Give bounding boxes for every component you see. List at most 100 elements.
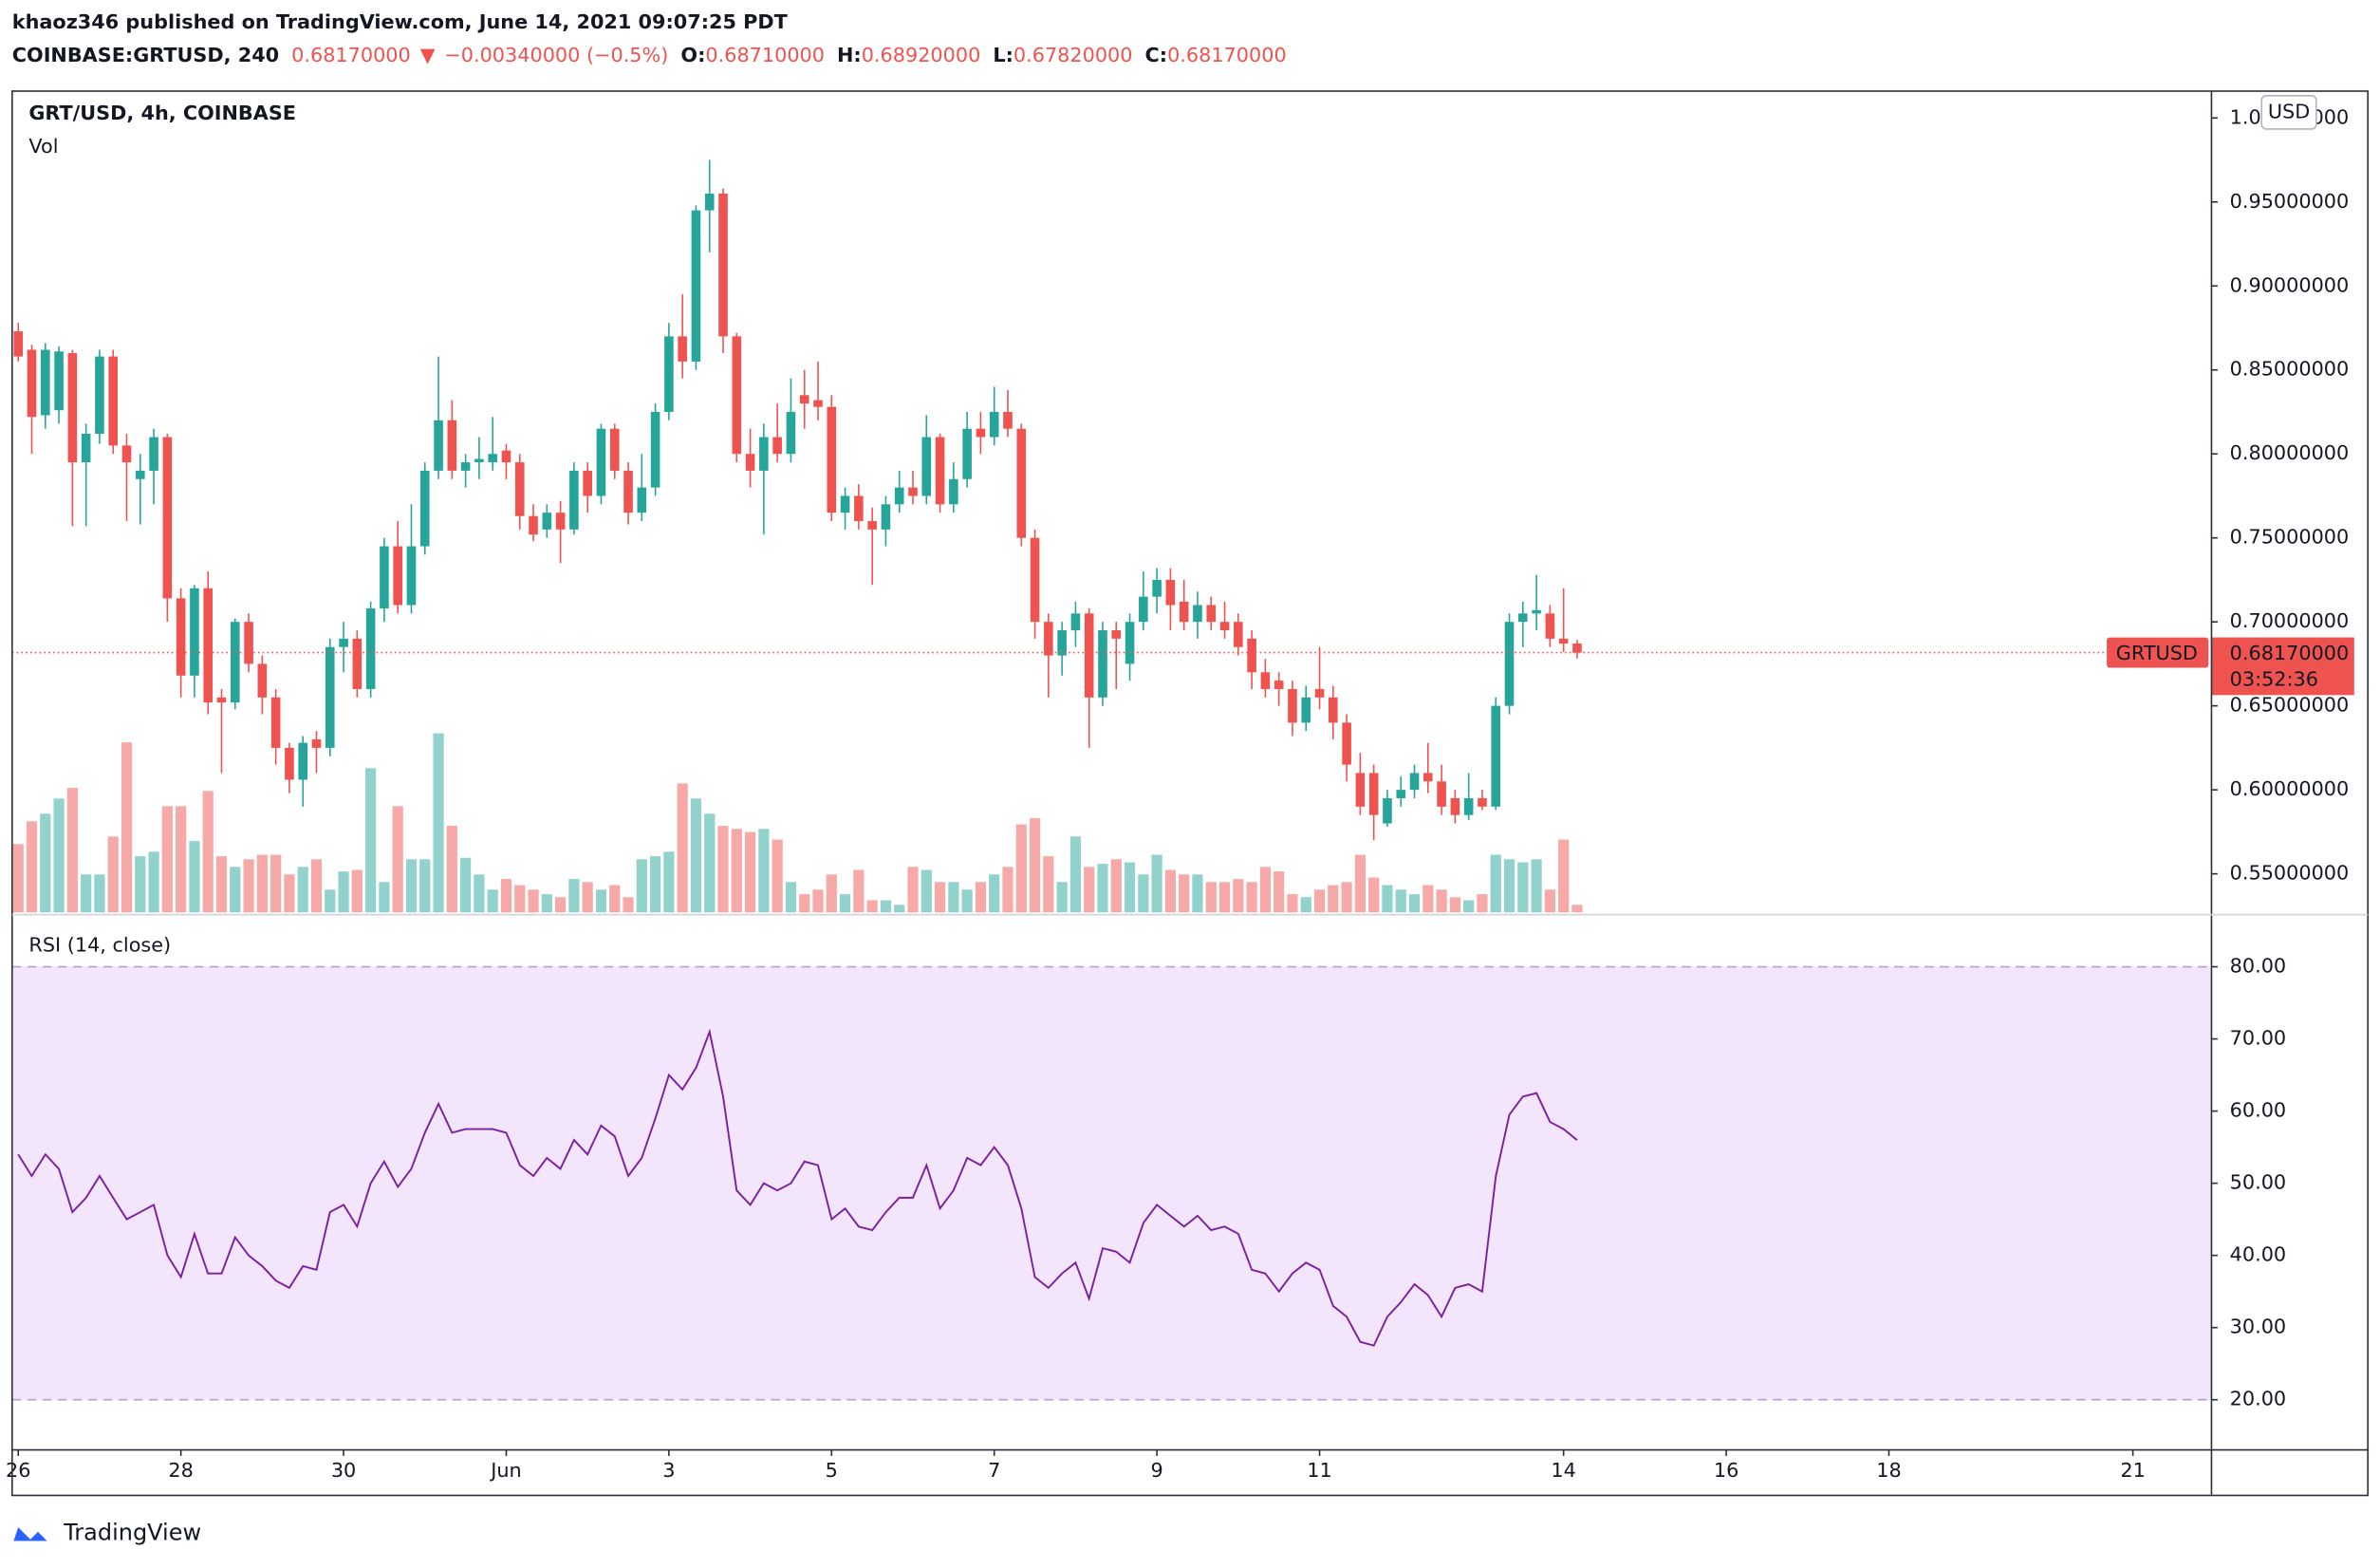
candle-body — [772, 437, 782, 455]
volume-bar — [419, 859, 431, 913]
y-tick-label: 60.00 — [2230, 1099, 2287, 1122]
y-tick-label: 0.55000000 — [2230, 862, 2350, 885]
volume-bar — [1300, 897, 1311, 913]
y-tick-label: 0.85000000 — [2230, 358, 2350, 381]
volume-bar — [826, 874, 837, 913]
candle-body — [54, 351, 64, 411]
volume-bar — [1517, 862, 1529, 913]
candle-body — [745, 454, 755, 471]
volume-bar — [1029, 818, 1041, 913]
candle-body — [1234, 622, 1243, 647]
volume-bar — [649, 856, 661, 913]
candle-body — [894, 487, 904, 505]
y-tick-label: 80.00 — [2230, 955, 2287, 978]
candle-body — [827, 406, 837, 513]
volume-bar — [1043, 856, 1054, 913]
candle-body — [1030, 537, 1040, 623]
volume-bar — [1571, 905, 1583, 913]
y-tick-label: 0.80000000 — [2230, 441, 2350, 464]
volume-bar — [338, 871, 349, 913]
volume-bar — [256, 854, 268, 913]
volume-bar — [1056, 882, 1068, 913]
candle-body — [488, 454, 497, 463]
candle-body — [244, 622, 253, 664]
volume-bar — [690, 798, 702, 913]
volume-bar — [609, 885, 621, 913]
candle-body — [121, 445, 132, 463]
volume-bar — [1395, 889, 1406, 913]
volume-bar — [948, 882, 959, 913]
candle-body — [1423, 773, 1433, 782]
volume-bar — [66, 788, 78, 913]
candle-body — [95, 356, 104, 434]
candle-body — [718, 193, 728, 337]
candle-body — [637, 487, 647, 513]
brand: TradingView — [63, 1520, 201, 1546]
volume-bar — [94, 874, 105, 913]
volume-bar — [1558, 839, 1570, 913]
volume-bar — [894, 905, 905, 913]
candle-body — [474, 458, 484, 463]
candle-body — [1342, 722, 1351, 765]
volume-bar — [1164, 869, 1177, 913]
volume-bar — [81, 874, 92, 913]
candle-body — [460, 462, 471, 471]
volume-bar — [717, 826, 729, 913]
volume-bar — [1138, 874, 1149, 913]
candle-body — [40, 349, 50, 416]
volume-bar — [623, 897, 634, 913]
candle-body — [1329, 697, 1338, 723]
volume-bar — [1408, 894, 1421, 913]
volume-bar — [1436, 889, 1447, 913]
volume-bar — [351, 869, 363, 913]
volume-bar — [433, 733, 444, 913]
volume-bar — [325, 889, 336, 913]
volume-bar — [1341, 882, 1352, 913]
volume-bar — [1259, 867, 1271, 913]
candle-body — [380, 546, 389, 609]
volume-bar — [1463, 900, 1475, 913]
candle-body — [1247, 638, 1256, 673]
candle-body — [1139, 596, 1148, 623]
volume-bar — [230, 867, 241, 913]
candle-body — [542, 513, 552, 530]
volume-bar — [961, 889, 973, 913]
candle-body — [270, 697, 281, 748]
volume-bar — [392, 806, 403, 913]
volume-bar — [636, 859, 647, 913]
volume-bar — [107, 836, 119, 913]
candle-body — [176, 598, 186, 676]
x-tick-label: Jun — [489, 1459, 521, 1482]
volume-bar — [161, 806, 173, 913]
candle-body — [501, 450, 511, 463]
candle-body — [339, 638, 348, 647]
volume-bar — [40, 813, 51, 913]
y-tick-label: 0.75000000 — [2230, 526, 2350, 549]
candle-body — [1084, 613, 1094, 698]
candle-body — [529, 515, 538, 535]
h: 0.68920000 — [862, 44, 981, 66]
candle-body — [1301, 697, 1311, 723]
h-label: H: — [837, 44, 862, 66]
volume-bar — [1368, 877, 1380, 913]
candle-body — [13, 331, 24, 357]
last-price-label: 0.68170000 — [2230, 642, 2350, 664]
candle-body — [406, 546, 417, 606]
x-tick-label: 9 — [1151, 1459, 1163, 1482]
volume-bar — [677, 783, 688, 913]
candle-body — [678, 336, 687, 362]
y-tick-label: 40.00 — [2230, 1243, 2287, 1266]
volume-bar — [744, 831, 756, 913]
candle-body — [203, 588, 214, 703]
volume-bar — [202, 791, 214, 913]
candle-body — [799, 395, 809, 404]
volume-bar — [1002, 867, 1013, 913]
volume-bar — [12, 844, 24, 913]
x-tick-label: 26 — [6, 1459, 30, 1482]
candle-body — [962, 428, 972, 479]
arrow: ▼ — [420, 44, 436, 66]
volume-bar — [1328, 885, 1339, 913]
candle-body — [81, 433, 91, 463]
candle-body — [1111, 630, 1122, 639]
rsi-title: RSI (14, close) — [28, 934, 171, 957]
